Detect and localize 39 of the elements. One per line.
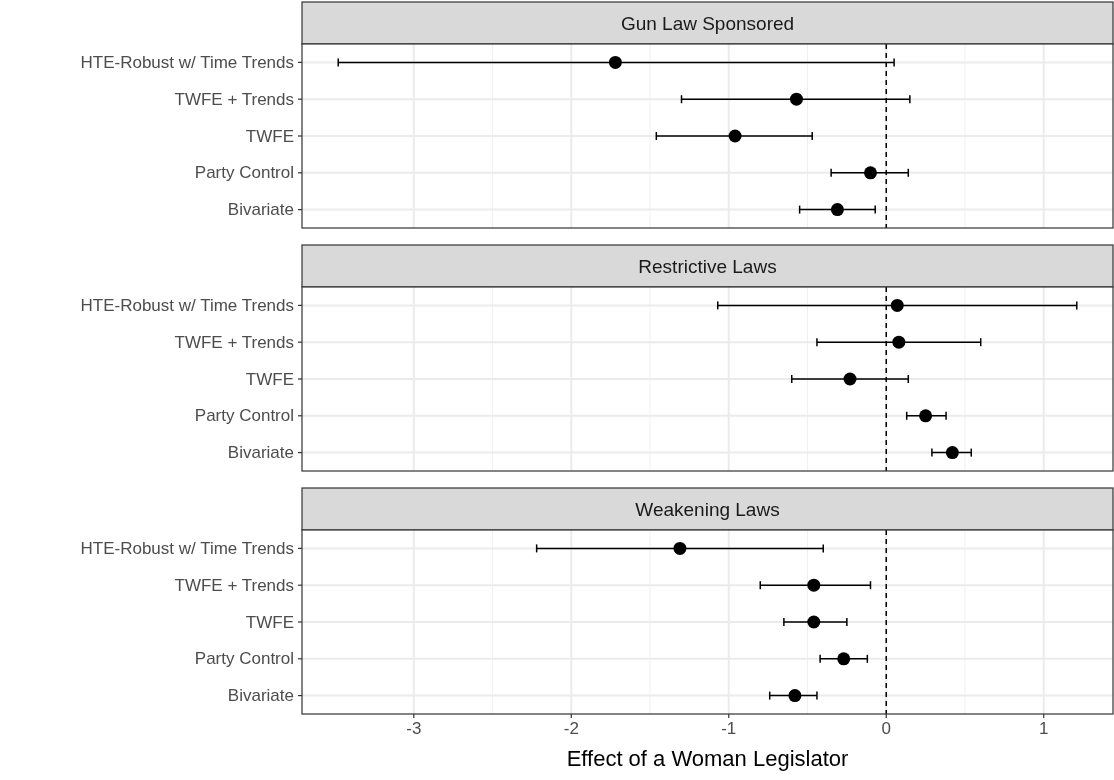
point: [843, 372, 857, 386]
point: [788, 689, 802, 703]
x-tick-label: -2: [563, 719, 579, 738]
y-tick-label: Bivariate: [227, 686, 294, 706]
point: [807, 615, 821, 629]
y-tick-label: Party Control: [194, 649, 294, 669]
chart-title: Restrictive Laws: [638, 255, 777, 277]
point: [890, 298, 904, 312]
x-tick-label: -1: [721, 719, 737, 738]
chart-title: Gun Law Sponsored: [620, 12, 795, 34]
y-tick-label: Bivariate: [227, 443, 294, 463]
y-tick-label: Party Control: [194, 163, 294, 183]
y-tick-label: TWFE: [245, 612, 294, 632]
y-tick-label: TWFE + Trends: [174, 332, 294, 352]
y-tick-label: TWFE + Trends: [174, 89, 294, 109]
x-axis-title: Effect of a Woman Legislator: [566, 746, 849, 771]
x-tick-label: 1: [1038, 719, 1049, 738]
point: [863, 166, 877, 180]
point: [728, 129, 742, 143]
y-tick-label: HTE-Robust w/ Time Trends: [80, 295, 294, 315]
point: [892, 335, 906, 349]
point: [608, 55, 622, 69]
y-tick-label: TWFE: [245, 126, 294, 146]
y-tick-label: TWFE + Trends: [174, 575, 294, 595]
y-tick-label: Party Control: [194, 406, 294, 426]
point: [807, 578, 821, 592]
point: [945, 446, 959, 460]
point: [673, 541, 687, 555]
chart-title: Weakening Laws: [635, 498, 780, 520]
x-tick-label: -3: [406, 719, 422, 738]
y-tick-label: TWFE: [245, 369, 294, 389]
point: [789, 92, 803, 106]
point: [919, 409, 933, 423]
x-tick-label: 0: [881, 719, 891, 738]
point: [830, 203, 844, 217]
y-tick-label: Bivariate: [227, 200, 294, 220]
y-tick-label: HTE-Robust w/ Time Trends: [80, 538, 294, 558]
y-tick-label: HTE-Robust w/ Time Trends: [80, 52, 294, 72]
point: [837, 652, 851, 666]
